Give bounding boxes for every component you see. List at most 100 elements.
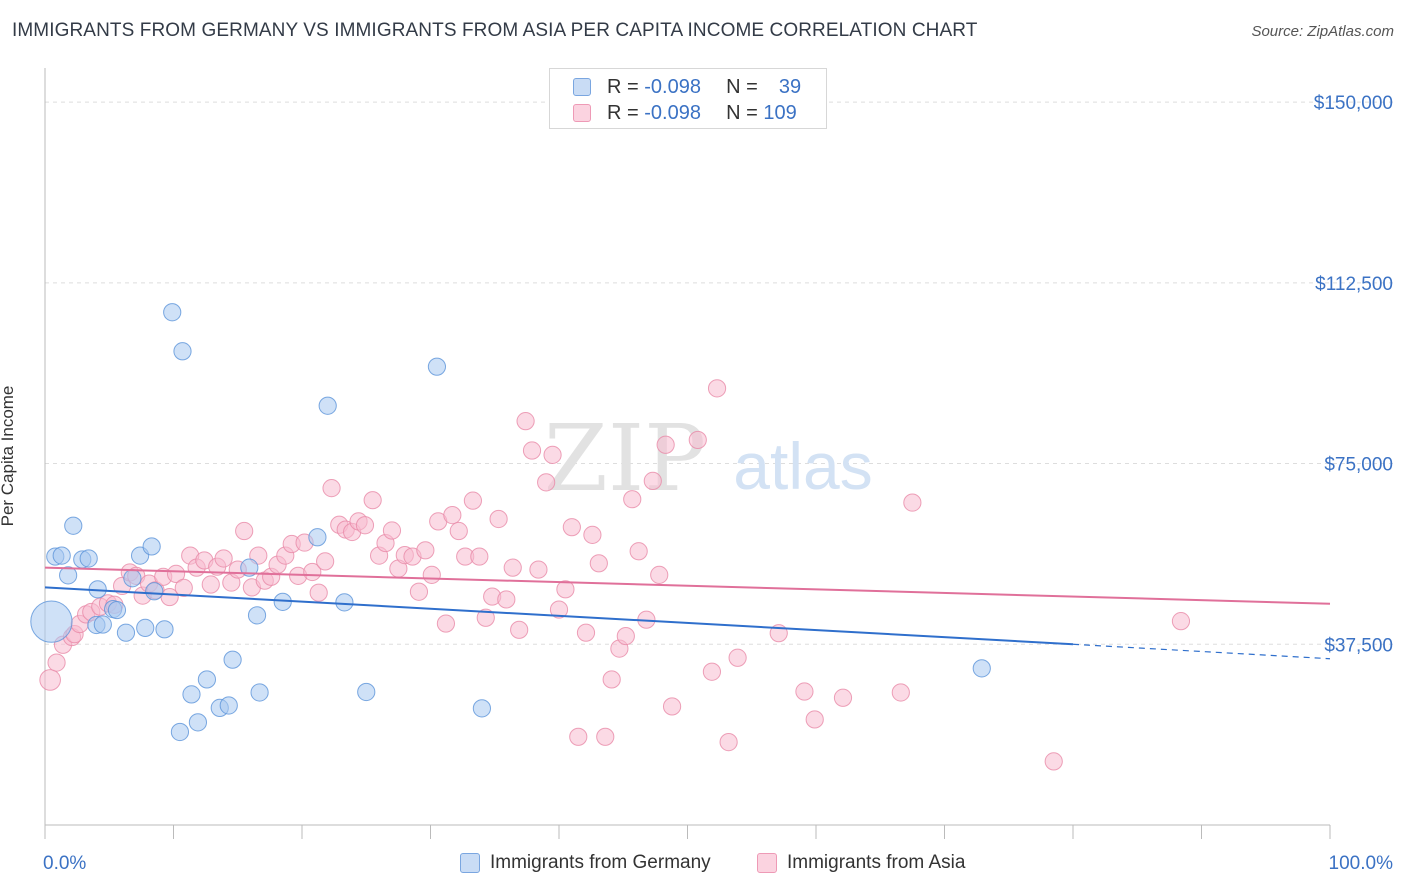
asia-point-29 (235, 521, 254, 541)
legend-r-label: R = (607, 75, 639, 98)
y-tick-label-3: $150,000 (1314, 93, 1393, 114)
asia-point-0 (39, 669, 61, 691)
germany-point-32 (308, 528, 327, 547)
asia-point-98 (728, 648, 747, 667)
y-tick-label-0: $37,500 (1324, 635, 1393, 656)
germany-point-27 (223, 650, 242, 669)
trend-line-germany (44, 586, 1074, 646)
x-tick-label-0: 0.0% (43, 853, 86, 874)
asia-point-80 (576, 623, 596, 642)
germany-point-16 (142, 537, 161, 556)
x-tick-label-1: 100.0% (1329, 853, 1394, 874)
germany-point-23 (188, 713, 208, 732)
germany-point-18 (155, 620, 174, 639)
asia-point-71 (516, 412, 535, 431)
legend-label-asia: Immigrants from Asia (787, 852, 966, 873)
asia-point-91 (650, 565, 669, 584)
germany-point-2 (52, 546, 71, 565)
asia-point-81 (583, 525, 602, 544)
legend-n-label: N = (726, 101, 758, 124)
germany-point-13 (123, 569, 142, 588)
germany-point-36 (427, 357, 447, 376)
germany-point-11 (107, 600, 127, 620)
asia-point-101 (805, 710, 824, 729)
asia-point-96 (707, 379, 727, 398)
germany-point-35 (357, 682, 376, 702)
asia-point-59 (436, 614, 456, 633)
germany-point-33 (318, 396, 337, 415)
asia-point-102 (833, 688, 853, 707)
source-label: Source: ZipAtlas.com (1251, 23, 1394, 40)
germany-point-20 (170, 722, 190, 742)
legend-n-value-asia: 109 (763, 101, 797, 124)
asia-point-83 (596, 727, 615, 746)
asia-point-42 (322, 479, 341, 498)
germany-point-34 (335, 593, 354, 612)
asia-point-55 (409, 582, 429, 601)
y-axis-label: Per Capita Income (0, 385, 17, 527)
germany-point-38 (972, 659, 991, 678)
germany-point-17 (145, 582, 164, 601)
germany-point-4 (64, 516, 83, 535)
germany-point-26 (219, 696, 238, 715)
asia-point-56 (416, 541, 435, 560)
germany-point-12 (116, 623, 136, 642)
asia-point-51 (382, 521, 402, 540)
asia-point-67 (489, 509, 508, 529)
asia-point-72 (522, 441, 542, 460)
legend-item-asia: Immigrants from Asia (757, 852, 965, 874)
legend-n-label: N = (726, 75, 758, 98)
asia-point-90 (643, 471, 662, 490)
legend-label-germany: Immigrants from Germany (490, 852, 711, 873)
asia-point-47 (355, 516, 375, 535)
legend-swatch-germany-bottom (460, 853, 480, 873)
legend-swatch-germany (573, 78, 591, 96)
germany-point-28 (240, 558, 259, 577)
germany-point-30 (250, 683, 269, 702)
asia-point-97 (719, 733, 738, 752)
asia-point-75 (543, 445, 562, 464)
asia-point-26 (214, 549, 233, 568)
asia-point-57 (422, 565, 441, 584)
asia-point-106 (1171, 612, 1191, 631)
x-tick-labels: 0.0% 100.0% (43, 853, 1393, 874)
trend-line-germany-extension (1072, 643, 1331, 660)
germany-point-24 (197, 670, 217, 689)
asia-point-87 (623, 490, 642, 509)
series-germany-points (30, 303, 991, 742)
watermark-atlas: atlas (733, 429, 872, 503)
asia-point-94 (688, 430, 707, 450)
asia-point-60 (443, 506, 462, 525)
y-tick-label-1: $75,000 (1324, 455, 1393, 476)
germany-point-21 (173, 342, 192, 361)
asia-point-20 (174, 578, 193, 597)
correlation-legend: R = -0.098 N = 39 R = -0.098 N = 109 (549, 68, 827, 129)
asia-point-79 (569, 727, 588, 746)
legend-item-germany: Immigrants from Germany (460, 852, 711, 874)
germany-point-37 (472, 699, 491, 718)
asia-point-82 (589, 554, 608, 573)
asia-point-88 (629, 542, 648, 561)
asia-point-68 (497, 590, 516, 609)
asia-point-103 (891, 683, 910, 702)
asia-point-1 (47, 653, 66, 672)
asia-point-73 (529, 560, 548, 579)
germany-point-15 (136, 618, 155, 637)
asia-point-74 (537, 473, 556, 492)
germany-point-6 (79, 549, 98, 568)
watermark: ZIP atlas (544, 405, 873, 512)
asia-point-105 (1044, 752, 1063, 771)
asia-point-65 (476, 608, 495, 627)
asia-point-78 (562, 518, 581, 537)
asia-point-19 (166, 564, 186, 584)
asia-point-93 (662, 697, 682, 716)
asia-point-92 (656, 435, 675, 454)
legend-n-value-germany: 39 (778, 75, 802, 98)
germany-point-9 (93, 615, 112, 634)
asia-point-48 (363, 491, 382, 510)
asia-point-77 (556, 580, 575, 599)
asia-point-95 (702, 662, 722, 681)
legend-swatch-asia-bottom (757, 853, 777, 873)
y-tick-label-2: $112,500 (1315, 274, 1393, 295)
